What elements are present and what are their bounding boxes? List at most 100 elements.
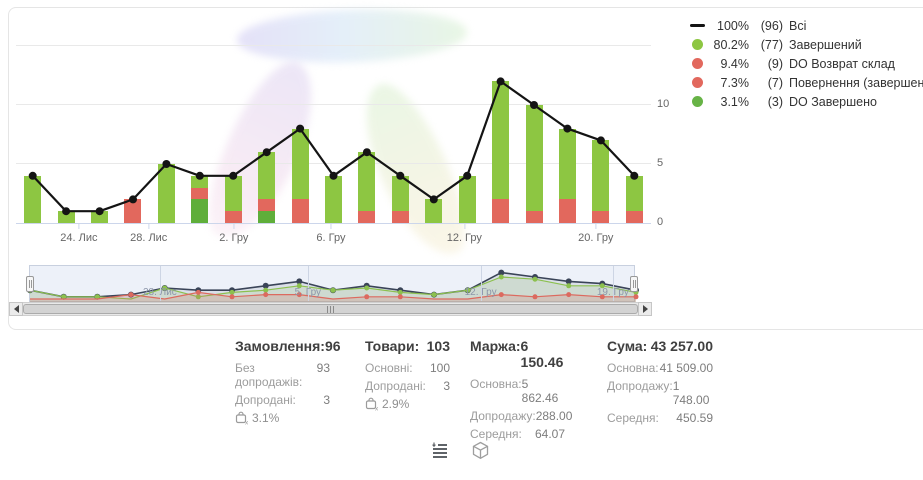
line-point[interactable] (563, 124, 572, 133)
bar-segment[interactable] (525, 211, 543, 223)
line-point[interactable] (630, 171, 639, 180)
bar-segment[interactable] (458, 175, 476, 223)
bar-segment[interactable] (492, 81, 510, 200)
line-point[interactable] (463, 171, 472, 180)
scrollbar-track[interactable] (23, 302, 638, 316)
scroll-left-button[interactable] (9, 302, 23, 316)
legend-item[interactable]: 3.1% (3) DO Завершено (687, 92, 923, 111)
line-point[interactable] (62, 207, 71, 216)
bar-segment[interactable] (325, 175, 342, 223)
legend-percent: 3.1% (720, 94, 750, 109)
bar-segment[interactable] (358, 211, 376, 223)
bar-column[interactable] (417, 11, 450, 223)
bar-column[interactable] (150, 11, 183, 223)
stat-row-value: 288.00 (535, 409, 573, 423)
bar-segment[interactable] (625, 175, 643, 212)
line-point[interactable] (195, 171, 204, 180)
bar-segment[interactable] (258, 152, 276, 200)
bar-segment[interactable] (224, 211, 242, 223)
bar-segment[interactable] (358, 152, 376, 212)
line-point[interactable] (129, 195, 137, 204)
navigator-left-handle[interactable] (26, 276, 34, 292)
bar-column[interactable] (450, 11, 483, 223)
line-point[interactable] (396, 171, 405, 180)
bar-column[interactable] (283, 11, 316, 223)
bar-column[interactable] (83, 11, 116, 223)
scroll-right-button[interactable] (638, 302, 652, 316)
navigator-point (465, 287, 471, 293)
bar-segment[interactable] (191, 175, 209, 188)
line-point[interactable] (329, 171, 338, 180)
stat-row-value: 41 509.00 (659, 361, 713, 375)
bar-segment[interactable] (525, 105, 543, 212)
legend-item[interactable]: 9.4% (9) DO Возврат склад (687, 54, 923, 73)
package-box-icon[interactable] (470, 440, 490, 460)
bar-segment[interactable] (191, 199, 209, 223)
navigator-point (195, 289, 201, 295)
bar-column[interactable] (16, 11, 49, 223)
line-point[interactable] (362, 148, 371, 157)
line-point[interactable] (429, 195, 438, 204)
bar-segment[interactable] (224, 175, 242, 212)
bar-segment[interactable] (91, 211, 109, 223)
legend-label: Завершений (789, 37, 862, 52)
line-point[interactable] (28, 171, 37, 180)
legend-count: (96) (760, 18, 783, 33)
bar-segment[interactable] (425, 199, 443, 223)
line-point[interactable] (530, 101, 538, 109)
bar-segment[interactable] (24, 175, 42, 223)
line-point[interactable] (229, 171, 238, 180)
line-point[interactable] (95, 207, 104, 216)
bar-segment[interactable] (391, 175, 409, 212)
bar-column[interactable] (551, 11, 584, 223)
bar-segment[interactable] (391, 211, 409, 223)
bar-column[interactable] (317, 11, 350, 223)
bar-column[interactable] (217, 11, 250, 223)
bar-column[interactable] (250, 11, 283, 223)
legend-item[interactable]: 7.3% (7) Повернення (завершений) (687, 73, 923, 92)
line-point[interactable] (596, 136, 605, 145)
line-point[interactable] (496, 77, 505, 86)
bar-segment[interactable] (57, 211, 75, 223)
bar-segment[interactable] (492, 199, 510, 223)
navigator-point (364, 285, 370, 291)
summary-list-icon[interactable] (430, 440, 450, 460)
bar-column[interactable] (517, 11, 550, 223)
bar-segment[interactable] (291, 199, 309, 223)
range-navigator[interactable]: 28. Лис 5. Гру 12. Гру 19. Гру (26, 265, 639, 303)
navigator-right-handle[interactable] (630, 276, 638, 292)
bar-segment[interactable] (592, 140, 610, 212)
main-chart-plot (16, 11, 651, 224)
bar-column[interactable] (484, 11, 517, 223)
bar-segment[interactable] (157, 164, 175, 223)
upsell-percent-value: 3.1% (252, 411, 280, 425)
bar-segment[interactable] (191, 187, 209, 200)
chart-scrollbar[interactable] (9, 302, 652, 316)
bar-column[interactable] (183, 11, 216, 223)
bar-segment[interactable] (625, 211, 643, 223)
bar-column[interactable] (49, 11, 82, 223)
navigator-series (27, 269, 639, 303)
legend-item[interactable]: 100% (96) Всі (687, 16, 923, 35)
legend-percent: 7.3% (720, 75, 750, 90)
scrollbar-thumb[interactable] (23, 304, 638, 314)
bar-column[interactable] (584, 11, 617, 223)
bar-column[interactable] (618, 11, 651, 223)
line-point[interactable] (296, 124, 305, 133)
bar-segment[interactable] (291, 128, 309, 200)
bar-segment[interactable] (558, 128, 576, 200)
bar-segment[interactable] (258, 211, 276, 223)
line-point[interactable] (262, 148, 271, 157)
bar-column[interactable] (384, 11, 417, 223)
bar-segment[interactable] (258, 199, 276, 212)
legend-label: Повернення (завершений) (789, 75, 923, 90)
bar-segment[interactable] (558, 199, 576, 223)
line-point[interactable] (162, 160, 171, 168)
bar-segment[interactable] (124, 199, 142, 223)
legend-item[interactable]: 80.2% (77) Завершений (687, 35, 923, 54)
bar-segment[interactable] (592, 211, 610, 223)
bar-column[interactable] (116, 11, 149, 223)
navigator-point (397, 294, 403, 300)
navigator-point (599, 294, 605, 300)
bar-column[interactable] (350, 11, 383, 223)
